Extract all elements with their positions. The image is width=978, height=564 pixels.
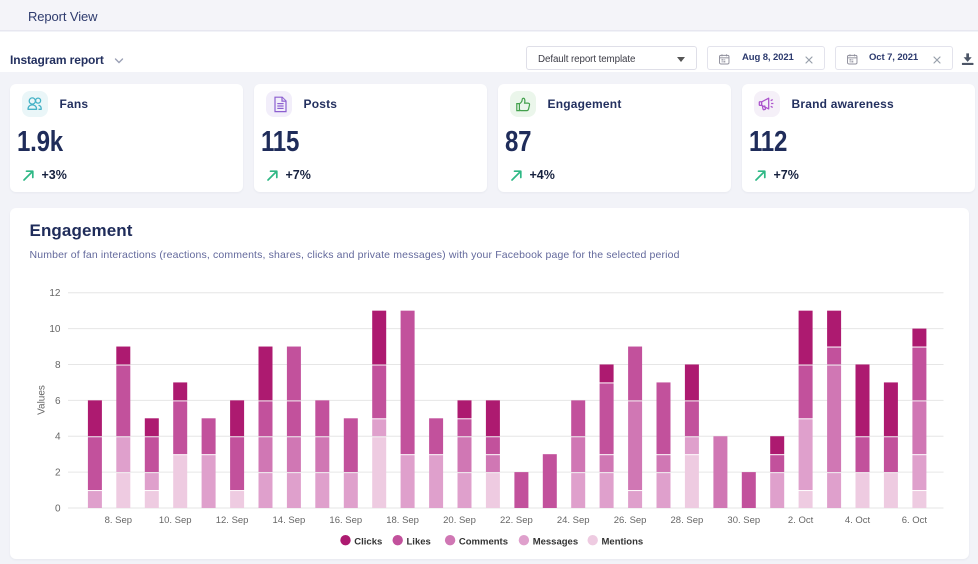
- svg-text:4: 4: [54, 431, 60, 442]
- svg-text:28. Sep: 28. Sep: [670, 515, 703, 526]
- svg-text:10: 10: [49, 324, 61, 335]
- svg-text:10. Sep: 10. Sep: [158, 515, 191, 526]
- svg-text:Values: Values: [36, 385, 47, 415]
- svg-text:Mentions: Mentions: [601, 536, 643, 547]
- svg-text:12: 12: [49, 288, 61, 299]
- svg-text:18. Sep: 18. Sep: [386, 515, 419, 526]
- svg-text:24. Sep: 24. Sep: [556, 515, 589, 526]
- svg-text:6. Oct: 6. Oct: [901, 515, 927, 526]
- svg-text:22. Sep: 22. Sep: [500, 515, 533, 526]
- svg-text:4. Oct: 4. Oct: [844, 515, 870, 526]
- svg-text:2: 2: [54, 467, 60, 478]
- svg-text:30. Sep: 30. Sep: [727, 515, 760, 526]
- svg-text:12. Sep: 12. Sep: [215, 515, 248, 526]
- svg-text:6: 6: [54, 395, 60, 406]
- svg-text:Likes: Likes: [406, 536, 430, 547]
- svg-text:16. Sep: 16. Sep: [329, 515, 362, 526]
- svg-text:Comments: Comments: [458, 536, 507, 547]
- svg-text:26. Sep: 26. Sep: [613, 515, 646, 526]
- svg-text:Clicks: Clicks: [354, 536, 382, 547]
- svg-text:20. Sep: 20. Sep: [443, 515, 476, 526]
- svg-text:8. Sep: 8. Sep: [104, 515, 131, 526]
- svg-text:8: 8: [54, 360, 60, 371]
- svg-text:14. Sep: 14. Sep: [272, 515, 305, 526]
- svg-text:2. Oct: 2. Oct: [787, 515, 813, 526]
- svg-text:Messages: Messages: [532, 536, 577, 547]
- svg-text:0: 0: [54, 503, 60, 514]
